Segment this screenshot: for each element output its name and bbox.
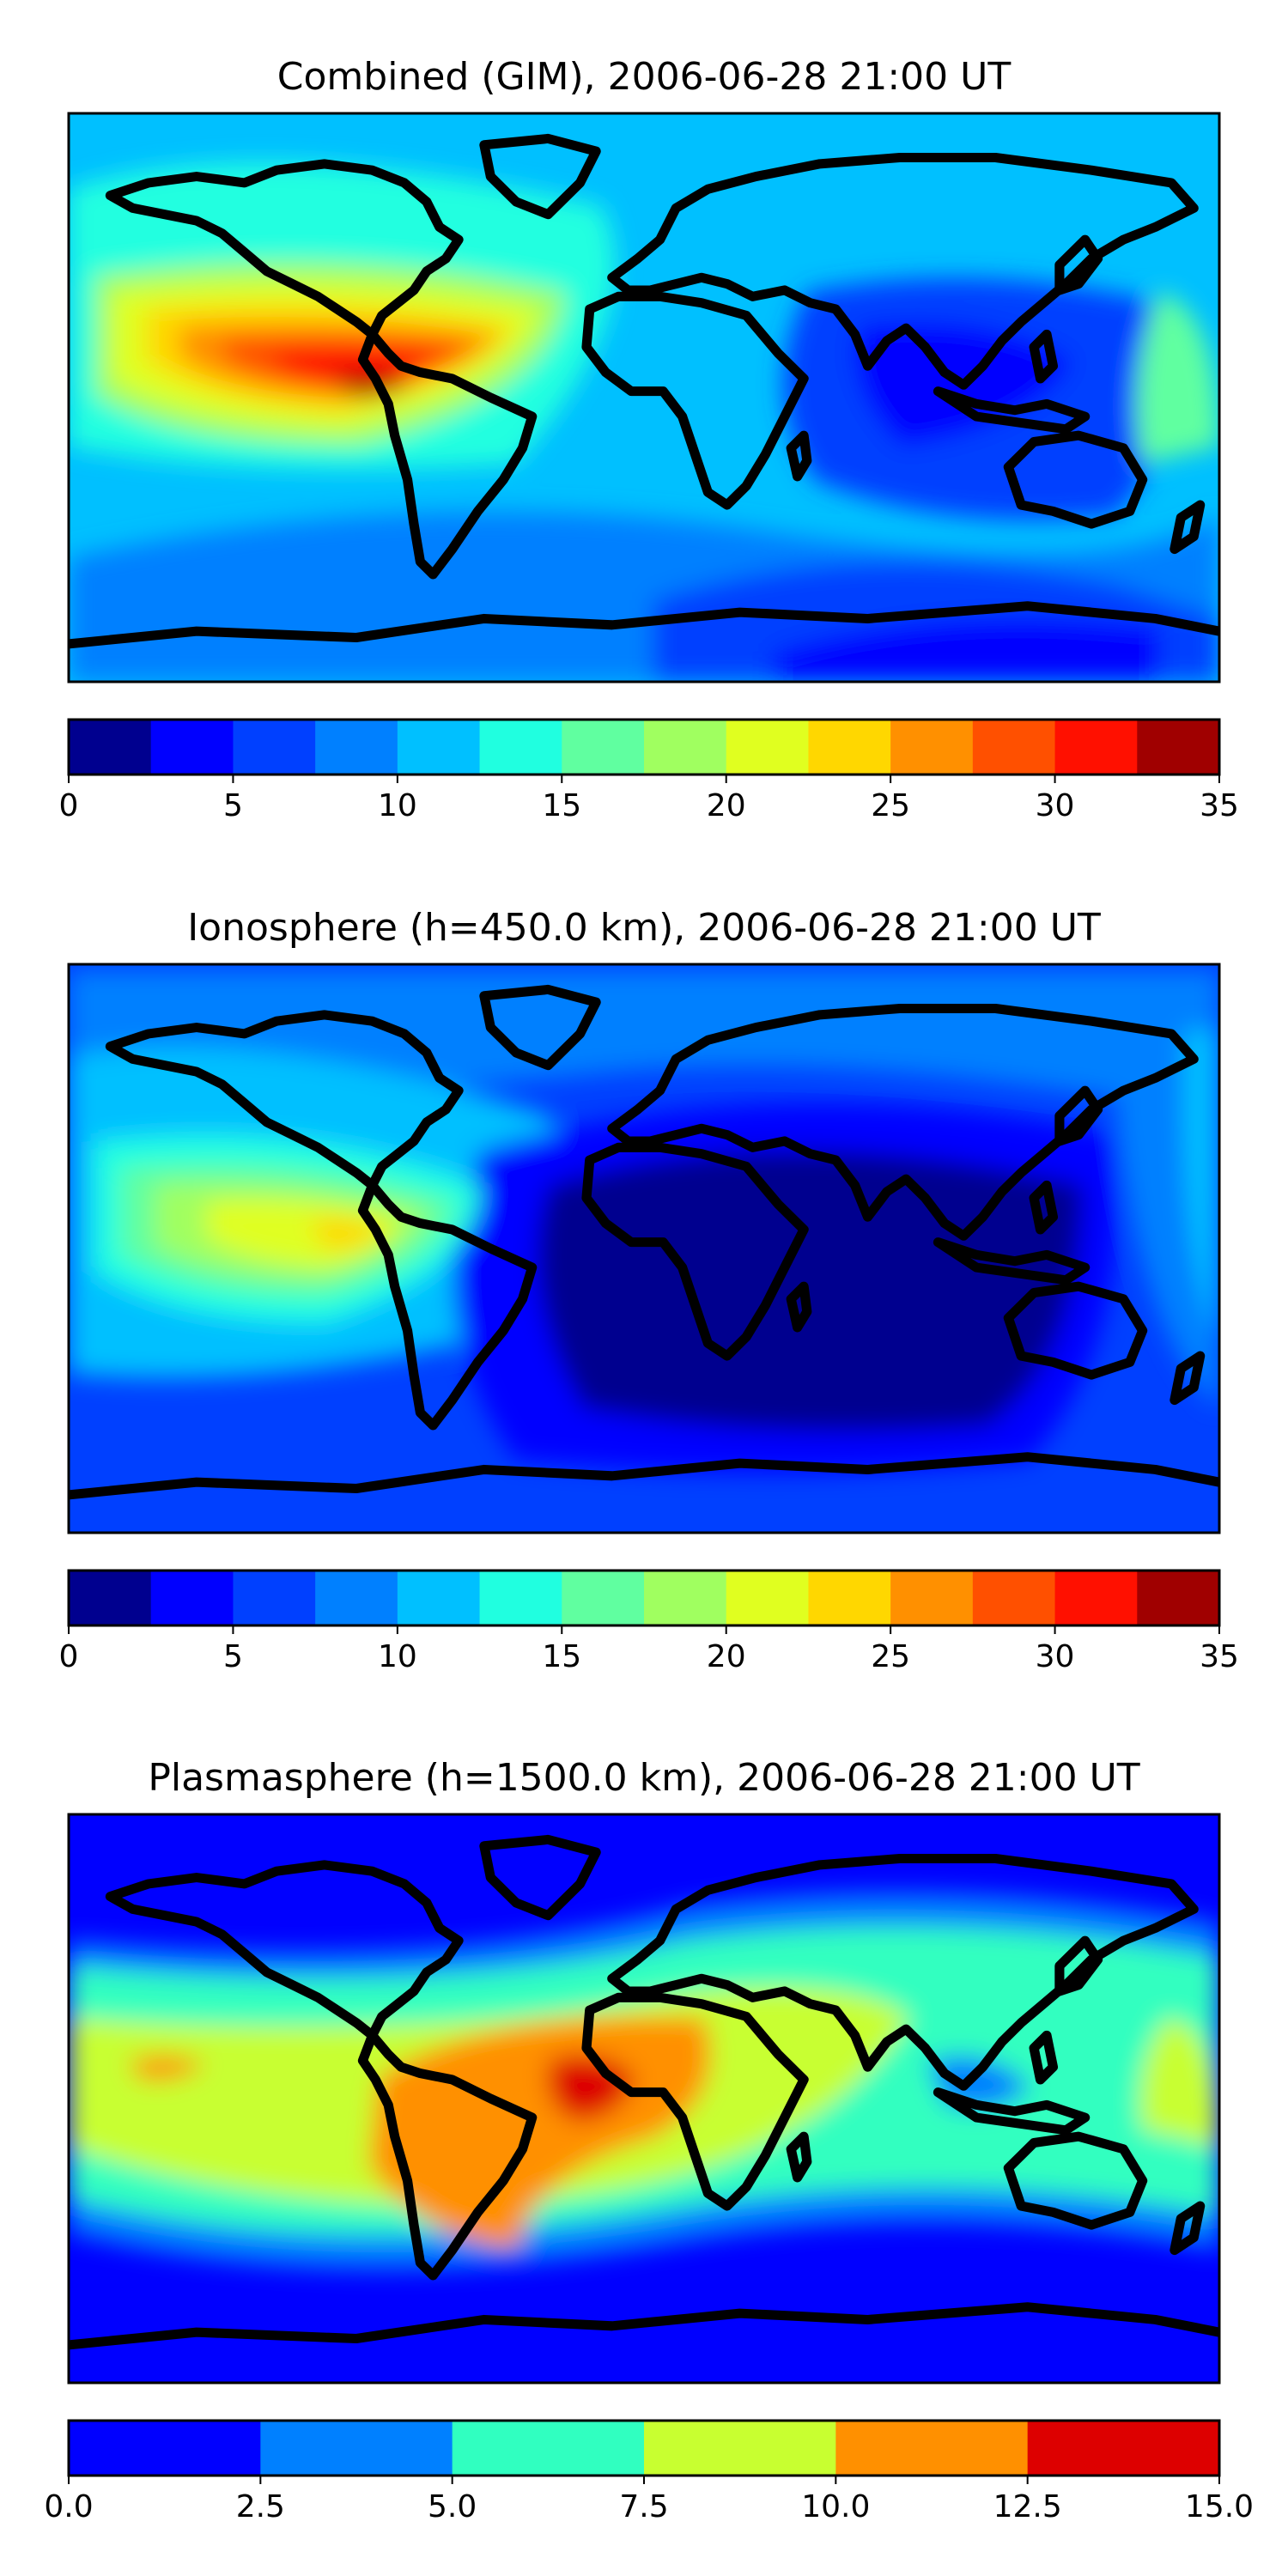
chart-title: Combined (GIM), 2006-06-28 21:00 UT	[277, 55, 1012, 99]
colorbar-segment	[260, 2421, 453, 2476]
colorbar-segment	[452, 2421, 645, 2476]
colorbar-segment	[69, 1571, 152, 1625]
colorbar-segment	[972, 1571, 1056, 1625]
colorbar-segment	[808, 720, 891, 775]
panel-plasmasphere: Plasmasphere (h=1500.0 km), 2006-06-28 2…	[44, 1756, 1254, 2524]
colorbar-tick-label: 7.5	[619, 2489, 668, 2524]
colorbar-tick-label: 25	[871, 1639, 910, 1674]
colorbar-tick-label: 10	[378, 1639, 417, 1674]
colorbar-tick-label: 0	[59, 1639, 79, 1674]
map-field-plasmasphere	[69, 1814, 1219, 2383]
colorbar-segment	[1054, 720, 1138, 775]
colorbar-segment	[726, 1571, 809, 1625]
colorbar-segment	[562, 1571, 645, 1625]
colorbar-frame	[67, 1569, 1221, 1627]
colorbar-tick-label: 15	[542, 788, 581, 823]
colorbar-segment	[808, 1571, 891, 1625]
colorbar-tick-label: 12.5	[993, 2489, 1062, 2524]
colorbar-combined: 0 5 10 15 20 25 30 35	[59, 718, 1239, 823]
colorbar-tick-label: 0	[59, 788, 79, 823]
colorbar-tick-label: 10.0	[801, 2489, 870, 2524]
colorbar-segment	[150, 720, 234, 775]
colorbar-segment	[1137, 1571, 1220, 1625]
colorbar-ionosphere: 0 5 10 15 20 25 30 35	[59, 1569, 1239, 1674]
colorbar-segment	[315, 720, 398, 775]
colorbar-tick-label: 5.0	[428, 2489, 477, 2524]
colorbar-tick-label: 20	[707, 1639, 746, 1674]
panel-combined: Combined (GIM), 2006-06-28 21:00 UT	[59, 55, 1239, 823]
colorbar-segment	[479, 720, 562, 775]
colorbar-tick-label: 0.0	[44, 2489, 93, 2524]
colorbar-segment	[397, 1571, 481, 1625]
colorbar-segment	[479, 1571, 562, 1625]
colorbar-tick-label: 20	[707, 788, 746, 823]
colorbar-segment	[69, 720, 152, 775]
colorbar-tick-label: 25	[871, 788, 910, 823]
colorbar-segment	[69, 2421, 261, 2476]
panel-ionosphere: Ionosphere (h=450.0 km), 2006-06-28 21:0…	[59, 906, 1239, 1674]
colorbar-segment	[1027, 2421, 1220, 2476]
colorbar-segment	[890, 720, 974, 775]
colorbar-tick-label: 10	[378, 788, 417, 823]
chart-title: Ionosphere (h=450.0 km), 2006-06-28 21:0…	[187, 906, 1101, 950]
colorbar-plasmasphere: 0.0 2.5 5.0 7.5 10.0 12.5 15.0	[44, 2419, 1254, 2524]
colorbar-segment	[726, 720, 809, 775]
colorbar-segment	[150, 1571, 234, 1625]
colorbar-segment	[397, 720, 481, 775]
colorbar-segment	[562, 720, 645, 775]
map-field-combined	[69, 113, 1219, 682]
colorbar-segment	[644, 2421, 836, 2476]
colorbar-segment	[890, 1571, 974, 1625]
colorbar-segment	[644, 720, 727, 775]
colorbar-tick-label: 30	[1036, 1639, 1075, 1674]
colorbar-tick-label: 35	[1200, 788, 1239, 823]
colorbar-tick-label: 5	[223, 1639, 243, 1674]
colorbar-segment	[972, 720, 1056, 775]
chart-title: Plasmasphere (h=1500.0 km), 2006-06-28 2…	[148, 1756, 1139, 1800]
map-field-ionosphere	[69, 964, 1219, 1533]
colorbar-tick-label: 2.5	[236, 2489, 285, 2524]
colorbar-frame	[67, 718, 1221, 776]
colorbar-tick-label: 5	[223, 788, 243, 823]
colorbar-tick-label: 30	[1036, 788, 1075, 823]
colorbar-segment	[644, 1571, 727, 1625]
colorbar-tick-label: 35	[1200, 1639, 1239, 1674]
colorbar-segment	[233, 720, 316, 775]
colorbar-segment	[315, 1571, 398, 1625]
colorbar-segment	[233, 1571, 316, 1625]
colorbar-segment	[835, 2421, 1029, 2476]
colorbar-tick-label: 15.0	[1185, 2489, 1254, 2524]
colorbar-segment	[1137, 720, 1220, 775]
colorbar-segment	[1054, 1571, 1138, 1625]
colorbar-tick-label: 15	[542, 1639, 581, 1674]
